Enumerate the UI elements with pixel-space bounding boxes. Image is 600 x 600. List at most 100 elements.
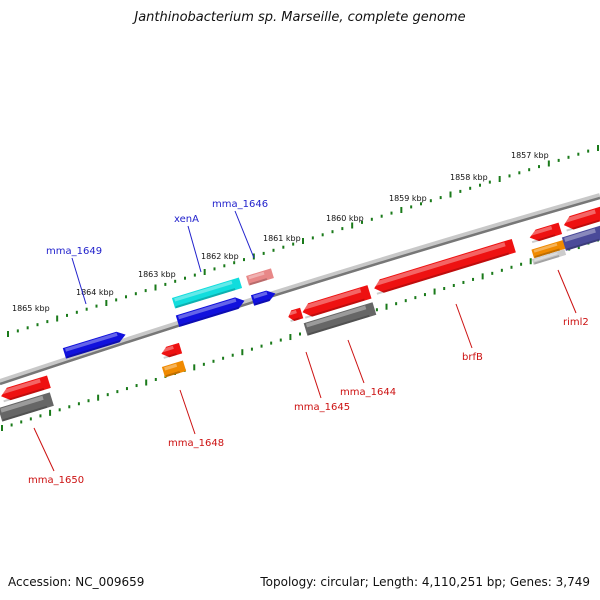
gene-label[interactable]: mma_1649	[46, 246, 102, 257]
label-leader-line	[71, 257, 87, 305]
label-leader-line	[33, 427, 55, 472]
track-tick	[395, 302, 398, 306]
track-tick	[400, 207, 403, 213]
gene-arrow[interactable]	[303, 302, 377, 336]
track-tick	[302, 238, 304, 244]
gene-label[interactable]: mma_1650	[28, 475, 84, 486]
track-tick	[423, 293, 426, 297]
track-tick	[520, 262, 523, 266]
track-tick	[39, 414, 42, 418]
accession-text: Accession: NC_009659	[8, 575, 145, 589]
track-tick	[262, 251, 265, 255]
track-tick	[443, 287, 446, 291]
track-tick	[135, 384, 138, 388]
track-tick	[518, 171, 521, 175]
track-tick	[331, 230, 334, 234]
gene-arrow[interactable]	[528, 222, 563, 244]
gene-arrow[interactable]	[171, 277, 243, 309]
track-tick	[567, 155, 570, 159]
gene-arrow[interactable]	[561, 225, 600, 251]
track-tick	[370, 217, 373, 221]
gene-arrow[interactable]	[531, 239, 567, 259]
gene-label[interactable]: mma_1646	[212, 199, 268, 210]
track-tick	[1, 425, 3, 431]
track-tick	[390, 211, 393, 215]
track-tick	[56, 315, 59, 322]
gene-label[interactable]: mma_1644	[340, 387, 396, 398]
gene-arrow[interactable]	[372, 238, 516, 295]
track-tick	[87, 399, 90, 403]
gene-arrow[interactable]	[62, 329, 127, 359]
track-tick	[46, 320, 49, 324]
track-tick	[449, 191, 452, 198]
track-tick	[125, 295, 127, 299]
track-tick	[223, 264, 226, 268]
gene-label[interactable]: xenA	[174, 214, 199, 225]
track-tick	[49, 409, 52, 416]
track-tick	[115, 298, 118, 302]
track-tick	[587, 149, 590, 153]
gene-arrow[interactable]	[300, 285, 372, 319]
gene-arrow[interactable]	[161, 360, 187, 378]
track-tick	[289, 334, 292, 341]
gene-arrow[interactable]	[0, 375, 51, 403]
track-tick	[20, 420, 23, 424]
track-tick	[77, 402, 80, 406]
track-tick	[341, 227, 344, 231]
track-tick	[547, 160, 550, 167]
track-tick	[414, 296, 417, 300]
gene-arrow[interactable]	[0, 392, 54, 422]
track-tick	[311, 236, 314, 240]
track-tick	[472, 277, 475, 281]
track-tick	[557, 158, 560, 162]
track-tick	[279, 338, 282, 342]
tick-label: 1862 kbp	[201, 252, 239, 261]
track-tick	[433, 288, 436, 295]
tick-label: 1859 kbp	[389, 194, 427, 203]
gene-arrow[interactable]	[531, 249, 567, 265]
track-tick	[203, 269, 206, 275]
track-tick	[145, 379, 148, 386]
track-tick	[95, 304, 98, 308]
track-tick	[375, 308, 378, 312]
tick-label: 1860 kbp	[326, 214, 364, 223]
gene-arrow[interactable]	[175, 295, 246, 327]
track-tick	[282, 245, 285, 249]
track-tick	[351, 222, 354, 229]
track-tick	[29, 417, 32, 421]
gene-label[interactable]: mma_1648	[168, 438, 224, 449]
track-tick	[154, 284, 157, 291]
track-tick	[68, 405, 71, 409]
track-tick	[538, 165, 540, 169]
gene-arrow[interactable]	[246, 268, 274, 286]
track-tick	[193, 364, 196, 371]
label-leader-line	[557, 269, 577, 314]
track-tick	[481, 273, 484, 280]
label-leader-line	[305, 351, 322, 399]
tick-label: 1861 kbp	[263, 234, 301, 243]
track-tick	[213, 267, 216, 271]
genome-backbone	[0, 193, 600, 386]
track-tick	[250, 347, 253, 351]
track-tick	[164, 282, 167, 286]
track-tick	[144, 289, 147, 293]
track-tick	[36, 323, 39, 327]
gene-label[interactable]: mma_1645	[294, 402, 350, 413]
track-tick	[469, 186, 472, 190]
gene-arrow[interactable]	[287, 307, 304, 323]
track-tick	[241, 349, 244, 356]
track-tick	[429, 199, 432, 203]
gene-label[interactable]: riml2	[563, 317, 589, 328]
gene-arrow[interactable]	[160, 342, 183, 359]
track-tick	[174, 279, 177, 283]
track-tick	[233, 261, 236, 265]
gene-arrow[interactable]	[250, 288, 277, 306]
track-tick	[491, 271, 494, 275]
gene-label[interactable]: brfB	[462, 352, 483, 363]
track-tick	[404, 299, 407, 303]
gene-arrow[interactable]	[562, 206, 600, 232]
track-tick	[85, 307, 88, 311]
track-tick	[184, 276, 186, 280]
track-tick	[500, 268, 503, 272]
